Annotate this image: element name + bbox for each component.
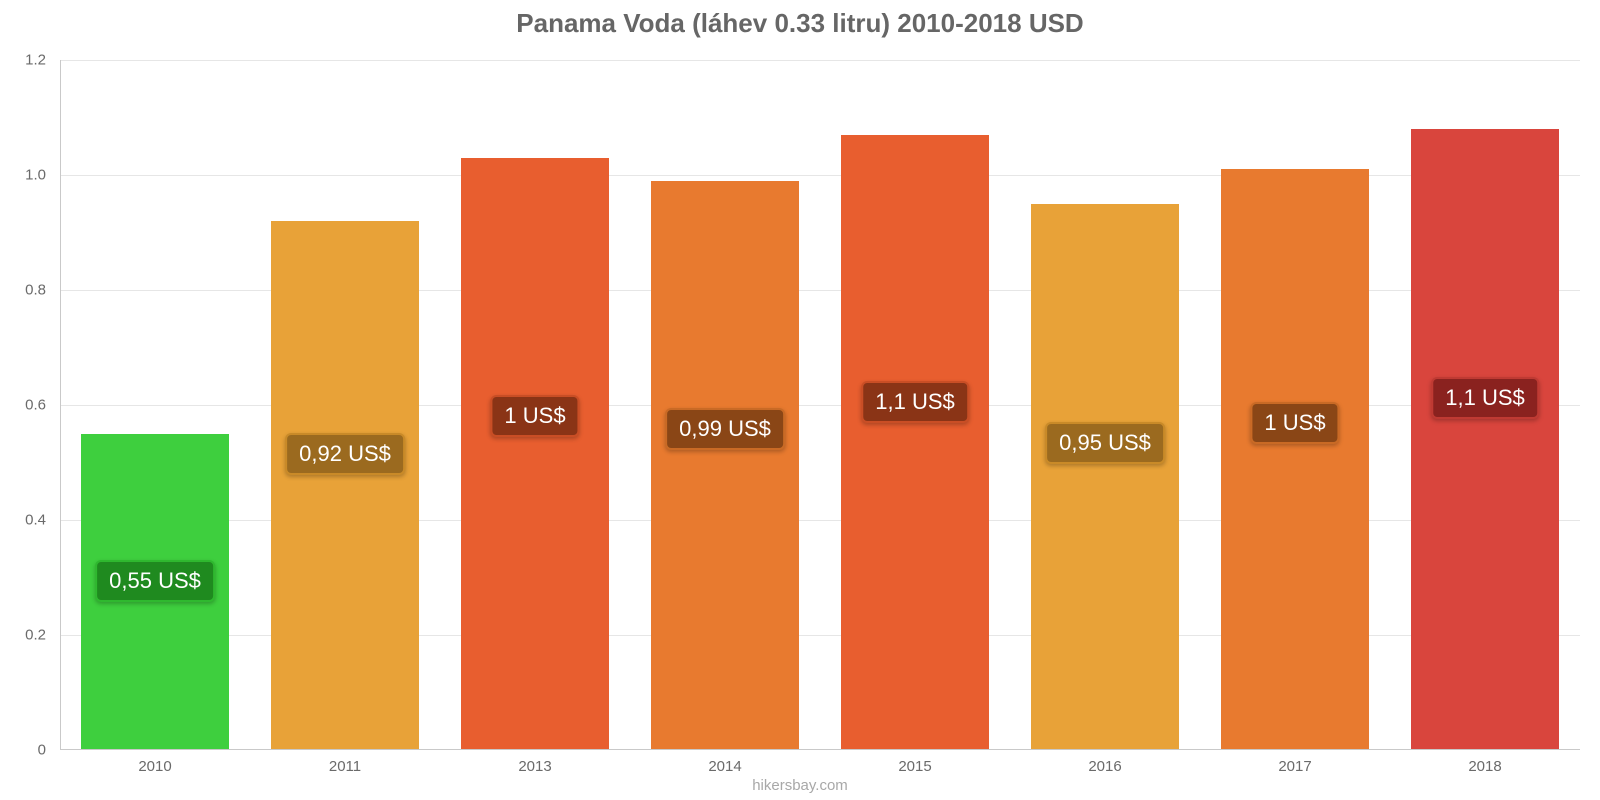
x-tick-label: 2013	[518, 750, 551, 775]
plot-area: 0,55 US$ 0,92 US$ 1 US$ 0,99 US$ 1,1 US$ 0,95…	[60, 60, 1580, 750]
chart-container: Panama Voda (láhev 0.33 litru) 2010-2018…	[0, 0, 1600, 800]
x-tick-label: 2017	[1278, 750, 1311, 775]
bar	[1031, 204, 1179, 750]
bars-group: 0,55 US$ 0,92 US$ 1 US$ 0,99 US$ 1,1 US$ 0,95…	[60, 60, 1580, 750]
bar	[841, 135, 989, 750]
value-badge: 1 US$	[490, 395, 579, 437]
value-badge: 0,92 US$	[285, 433, 405, 475]
bar	[1411, 129, 1559, 750]
chart-footer: hikersbay.com	[752, 777, 848, 794]
bar	[271, 221, 419, 750]
value-badge: 0,95 US$	[1045, 422, 1165, 464]
value-badge: 1 US$	[1250, 402, 1339, 444]
bar	[1221, 169, 1369, 750]
x-tick-label: 2016	[1088, 750, 1121, 775]
y-tick-label: 1.2	[0, 52, 46, 69]
y-tick-label: 0.6	[0, 397, 46, 414]
y-tick-label: 0.4	[0, 512, 46, 529]
y-tick-label: 1.0	[0, 167, 46, 184]
y-tick-label: 0	[0, 742, 46, 759]
bar	[461, 158, 609, 750]
x-tick-label: 2018	[1468, 750, 1501, 775]
value-badge: 1,1 US$	[861, 381, 969, 423]
value-badge: 0,99 US$	[665, 408, 785, 450]
y-axis-line	[60, 60, 61, 750]
chart-title: Panama Voda (láhev 0.33 litru) 2010-2018…	[0, 0, 1600, 39]
value-badge: 1,1 US$	[1431, 377, 1539, 419]
x-tick-label: 2014	[708, 750, 741, 775]
y-tick-label: 0.2	[0, 627, 46, 644]
x-tick-label: 2010	[138, 750, 171, 775]
x-tick-label: 2011	[329, 750, 361, 775]
value-badge: 0,55 US$	[95, 560, 215, 602]
bar	[651, 181, 799, 750]
x-tick-label: 2015	[898, 750, 931, 775]
x-axis-line	[60, 749, 1580, 750]
y-tick-label: 0.8	[0, 282, 46, 299]
